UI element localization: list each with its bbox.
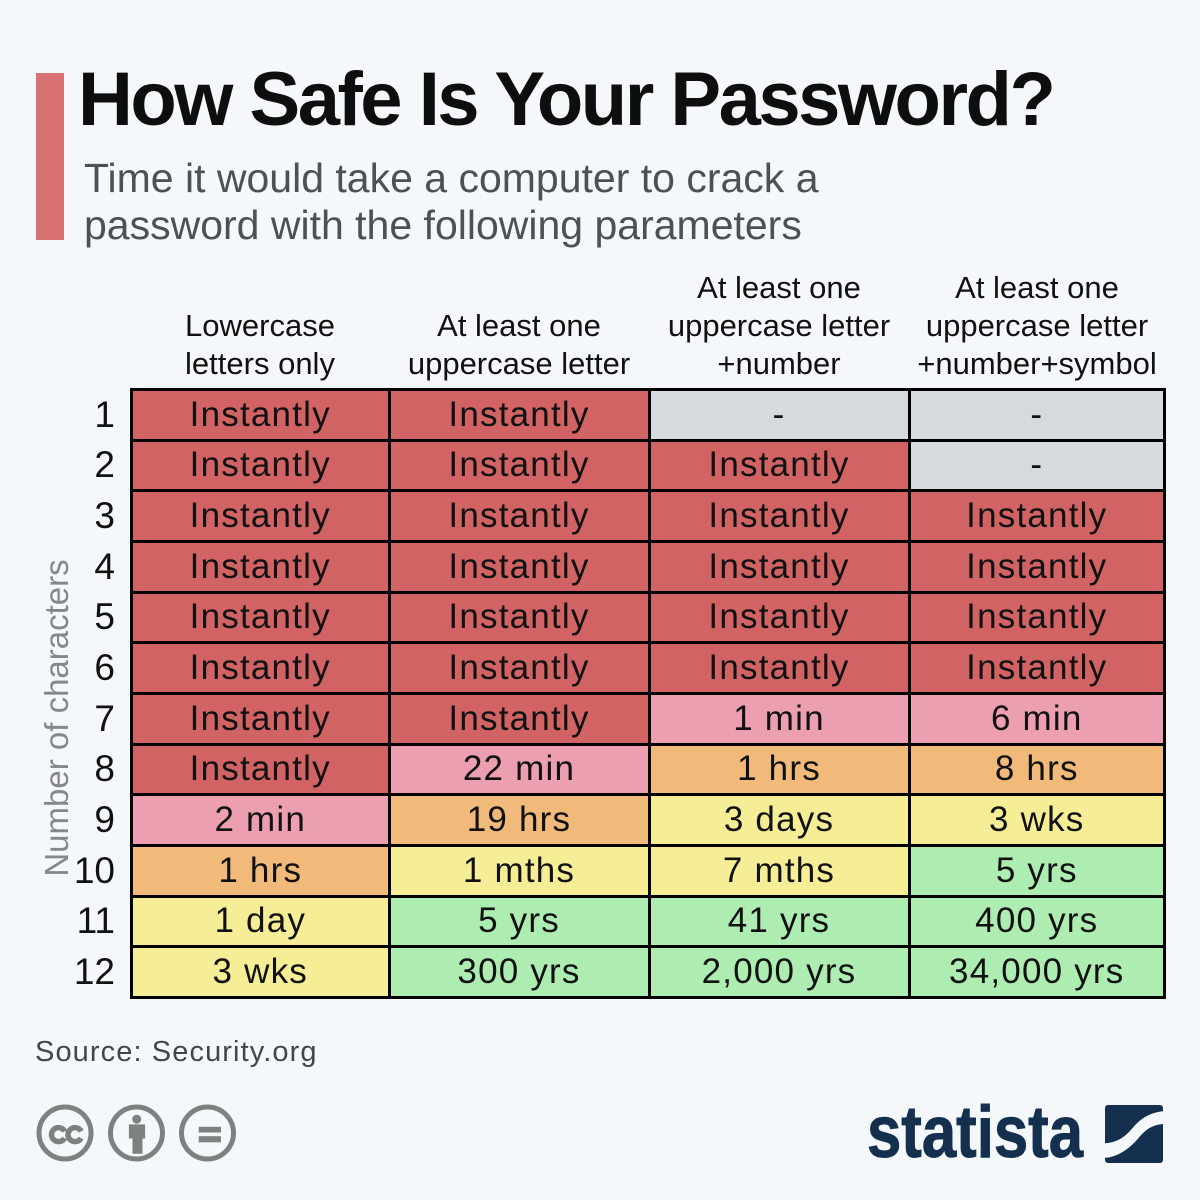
svg-text:statista: statista [867,1098,1084,1170]
